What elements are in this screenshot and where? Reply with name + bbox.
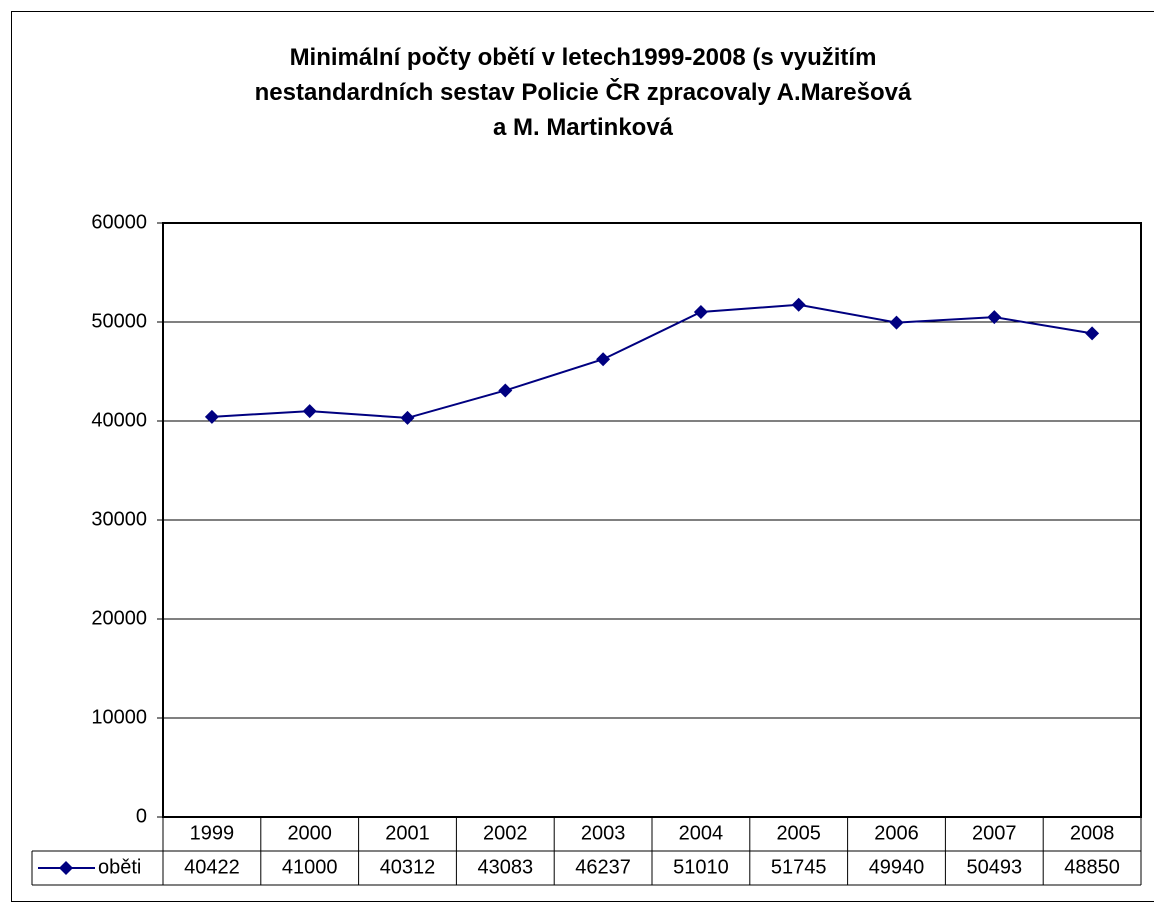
table-value: 46237: [575, 856, 631, 878]
y-tick-label: 10000: [91, 706, 147, 728]
marker: [302, 404, 317, 419]
y-tick-label: 0: [136, 805, 147, 827]
x-tick-label: 2006: [874, 822, 919, 844]
x-tick-label: 2003: [581, 822, 626, 844]
table-value: 40312: [380, 856, 436, 878]
x-tick-label: 2000: [287, 822, 332, 844]
table-value: 51010: [673, 856, 729, 878]
x-tick-label: 1999: [190, 822, 235, 844]
x-tick-label: 2004: [679, 822, 724, 844]
x-tick-label: 2007: [972, 822, 1017, 844]
y-tick-label: 40000: [91, 409, 147, 431]
y-tick-label: 30000: [91, 508, 147, 530]
marker: [693, 305, 708, 320]
marker: [498, 383, 513, 398]
table-value: 50493: [966, 856, 1022, 878]
marker: [987, 310, 1002, 325]
table-value: 48850: [1064, 856, 1120, 878]
x-tick-label: 2008: [1070, 822, 1115, 844]
y-tick-label: 60000: [91, 211, 147, 233]
table-value: 49940: [869, 856, 925, 878]
table-value: 40422: [184, 856, 240, 878]
marker: [791, 297, 806, 312]
marker: [204, 409, 219, 424]
x-tick-label: 2001: [385, 822, 430, 844]
y-tick-label: 20000: [91, 607, 147, 629]
x-tick-label: 2002: [483, 822, 528, 844]
x-tick-label: 2005: [776, 822, 821, 844]
chart-title: Minimální počty obětí v letech1999-2008 …: [254, 44, 912, 141]
legend-label: oběti: [98, 856, 141, 878]
legend-marker: [59, 861, 73, 875]
marker: [1085, 326, 1100, 341]
y-tick-label: 50000: [91, 310, 147, 332]
table-value: 51745: [771, 856, 827, 878]
series-line: [211, 303, 1093, 419]
marker: [596, 352, 611, 367]
marker: [400, 410, 415, 425]
marker: [889, 315, 904, 330]
table-value: 41000: [282, 856, 338, 878]
table-value: 43083: [477, 856, 533, 878]
